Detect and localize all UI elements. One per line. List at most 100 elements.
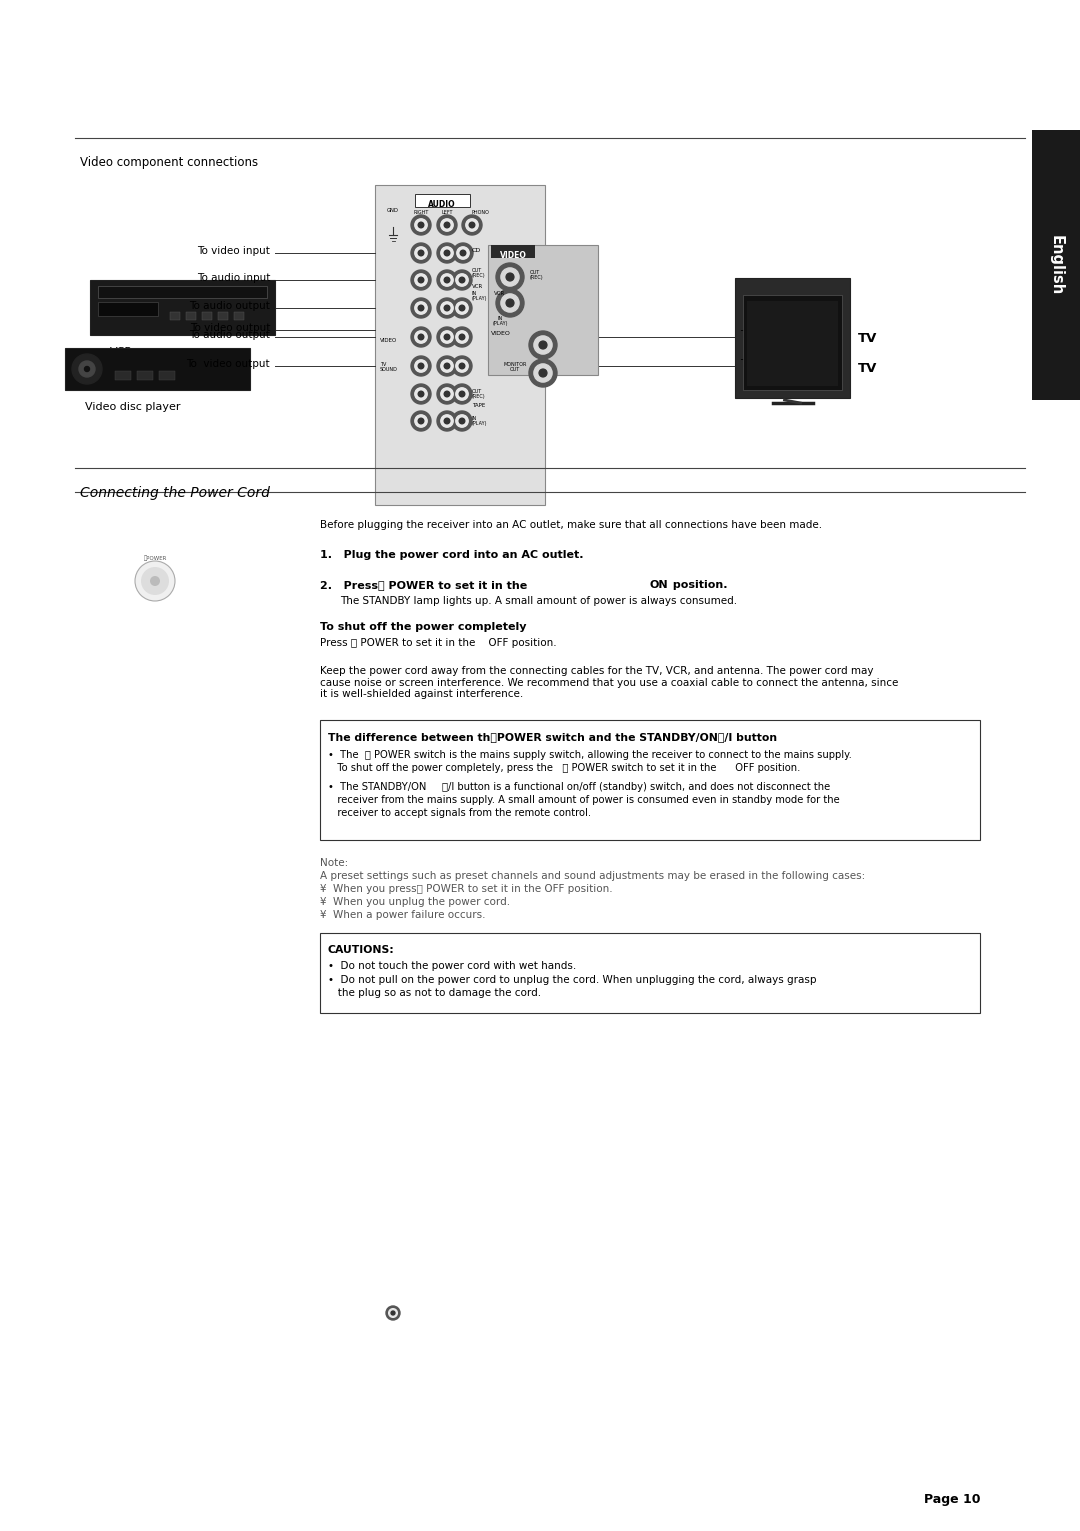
Circle shape (507, 299, 514, 306)
Text: Connecting the Power Cord: Connecting the Power Cord (80, 485, 270, 501)
Text: To audio output: To audio output (189, 331, 270, 340)
Circle shape (418, 392, 423, 397)
Text: Press ⒤ POWER to set it in the    OFF position.: Press ⒤ POWER to set it in the OFF posit… (320, 638, 556, 648)
Text: the plug so as not to damage the cord.: the plug so as not to damage the cord. (328, 987, 541, 998)
Text: The difference between th⒤POWER switch and the STANDBY/ON⒤/I button: The difference between th⒤POWER switch a… (328, 732, 778, 743)
Text: ¥  When you press⒤ POWER to set it in the OFF position.: ¥ When you press⒤ POWER to set it in the… (320, 883, 612, 894)
Text: IN: IN (498, 315, 502, 322)
Bar (159, 371, 175, 380)
Circle shape (459, 363, 464, 369)
Circle shape (453, 410, 472, 432)
Text: ¥  When a power failure occurs.: ¥ When a power failure occurs. (320, 909, 486, 920)
Text: Note:: Note: (320, 857, 348, 868)
Text: CD: CD (472, 248, 482, 253)
Text: GND: GND (387, 208, 399, 213)
Bar (170, 312, 180, 320)
Text: receiver from the mains supply. A small amount of power is consumed even in stan: receiver from the mains supply. A small … (328, 795, 840, 805)
Circle shape (391, 1311, 395, 1315)
Text: Video disc player: Video disc player (85, 403, 180, 412)
Circle shape (437, 384, 457, 404)
Text: LEFT: LEFT (442, 210, 453, 214)
Text: To  video output: To video output (187, 358, 270, 369)
Text: PHONO: PHONO (472, 210, 490, 214)
Circle shape (456, 302, 469, 314)
Circle shape (411, 214, 431, 234)
Circle shape (418, 334, 423, 340)
Text: To shut off the power completely, press the   ⒤ POWER switch to set it in the   : To shut off the power completely, press … (328, 762, 800, 773)
Circle shape (411, 269, 431, 289)
Circle shape (457, 246, 469, 259)
Circle shape (411, 410, 431, 432)
Circle shape (459, 418, 464, 424)
Text: VIDEO: VIDEO (380, 338, 397, 343)
Text: A preset settings such as preset channels and sound adjustments may be erased in: A preset settings such as preset channel… (320, 871, 865, 880)
Circle shape (444, 250, 449, 256)
Circle shape (453, 269, 472, 289)
Circle shape (415, 274, 428, 286)
Bar (320, 720, 980, 841)
Circle shape (529, 331, 557, 358)
Text: •  The STANDBY/ON     ⒤/I button is a functional on/off (standby) switch, and do: • The STANDBY/ON ⒤/I button is a functio… (328, 782, 831, 792)
Bar (743, 295, 842, 390)
Circle shape (437, 410, 457, 432)
Circle shape (150, 576, 160, 586)
Text: •  Do not touch the power cord with wet hands.: • Do not touch the power cord with wet h… (328, 961, 577, 971)
Circle shape (411, 357, 431, 377)
Circle shape (456, 331, 469, 343)
Circle shape (496, 289, 524, 317)
Circle shape (389, 1309, 397, 1317)
Text: VIDEO: VIDEO (500, 251, 526, 260)
Circle shape (418, 363, 423, 369)
Circle shape (411, 328, 431, 348)
Circle shape (437, 243, 457, 263)
Circle shape (441, 246, 454, 259)
Circle shape (441, 360, 454, 372)
Bar (137, 371, 153, 380)
Text: The STANDBY lamp lights up. A small amount of power is always consumed.: The STANDBY lamp lights up. A small amou… (340, 596, 738, 606)
Circle shape (415, 302, 428, 314)
Text: position.: position. (669, 580, 728, 589)
Text: To video input: To video input (198, 246, 270, 256)
Circle shape (444, 277, 449, 283)
Text: (REC): (REC) (472, 393, 486, 400)
Circle shape (459, 305, 464, 311)
Circle shape (441, 302, 454, 314)
Text: 2.   Press⒤ POWER to set it in the: 2. Press⒤ POWER to set it in the (320, 580, 531, 589)
Circle shape (459, 334, 464, 340)
Circle shape (437, 214, 457, 234)
Text: (REC): (REC) (472, 273, 486, 279)
Circle shape (444, 334, 449, 340)
Circle shape (441, 274, 454, 286)
Circle shape (141, 566, 168, 596)
Circle shape (418, 418, 423, 424)
Text: (PLAY): (PLAY) (472, 295, 487, 302)
Bar (488, 245, 598, 375)
Bar (98, 286, 267, 299)
Circle shape (444, 392, 449, 397)
Circle shape (453, 299, 472, 318)
Text: TV: TV (858, 361, 877, 375)
Circle shape (453, 384, 472, 404)
Circle shape (501, 294, 519, 312)
Text: VIDEO: VIDEO (491, 331, 511, 335)
Text: (PLAY): (PLAY) (492, 322, 508, 326)
Circle shape (437, 299, 457, 318)
Circle shape (415, 387, 428, 400)
Bar (491, 245, 535, 259)
Text: ON: ON (650, 580, 669, 589)
Text: English: English (1049, 234, 1064, 295)
Circle shape (462, 214, 482, 234)
Circle shape (418, 222, 423, 228)
Bar (65, 348, 249, 390)
Circle shape (415, 360, 428, 372)
Text: OUT: OUT (530, 269, 540, 276)
Circle shape (441, 331, 454, 343)
Text: To audio input: To audio input (197, 273, 270, 283)
Text: To video output: To video output (190, 323, 270, 334)
Circle shape (534, 364, 552, 383)
Text: ¥  When you unplug the power cord.: ¥ When you unplug the power cord. (320, 897, 510, 906)
Text: RIGHT: RIGHT (414, 210, 429, 214)
Circle shape (418, 305, 423, 311)
Text: •  Do not pull on the power cord to unplug the cord. When unplugging the cord, a: • Do not pull on the power cord to unplu… (328, 975, 816, 984)
Text: Keep the power cord away from the connecting cables for the TV, VCR, and antenna: Keep the power cord away from the connec… (320, 666, 899, 700)
